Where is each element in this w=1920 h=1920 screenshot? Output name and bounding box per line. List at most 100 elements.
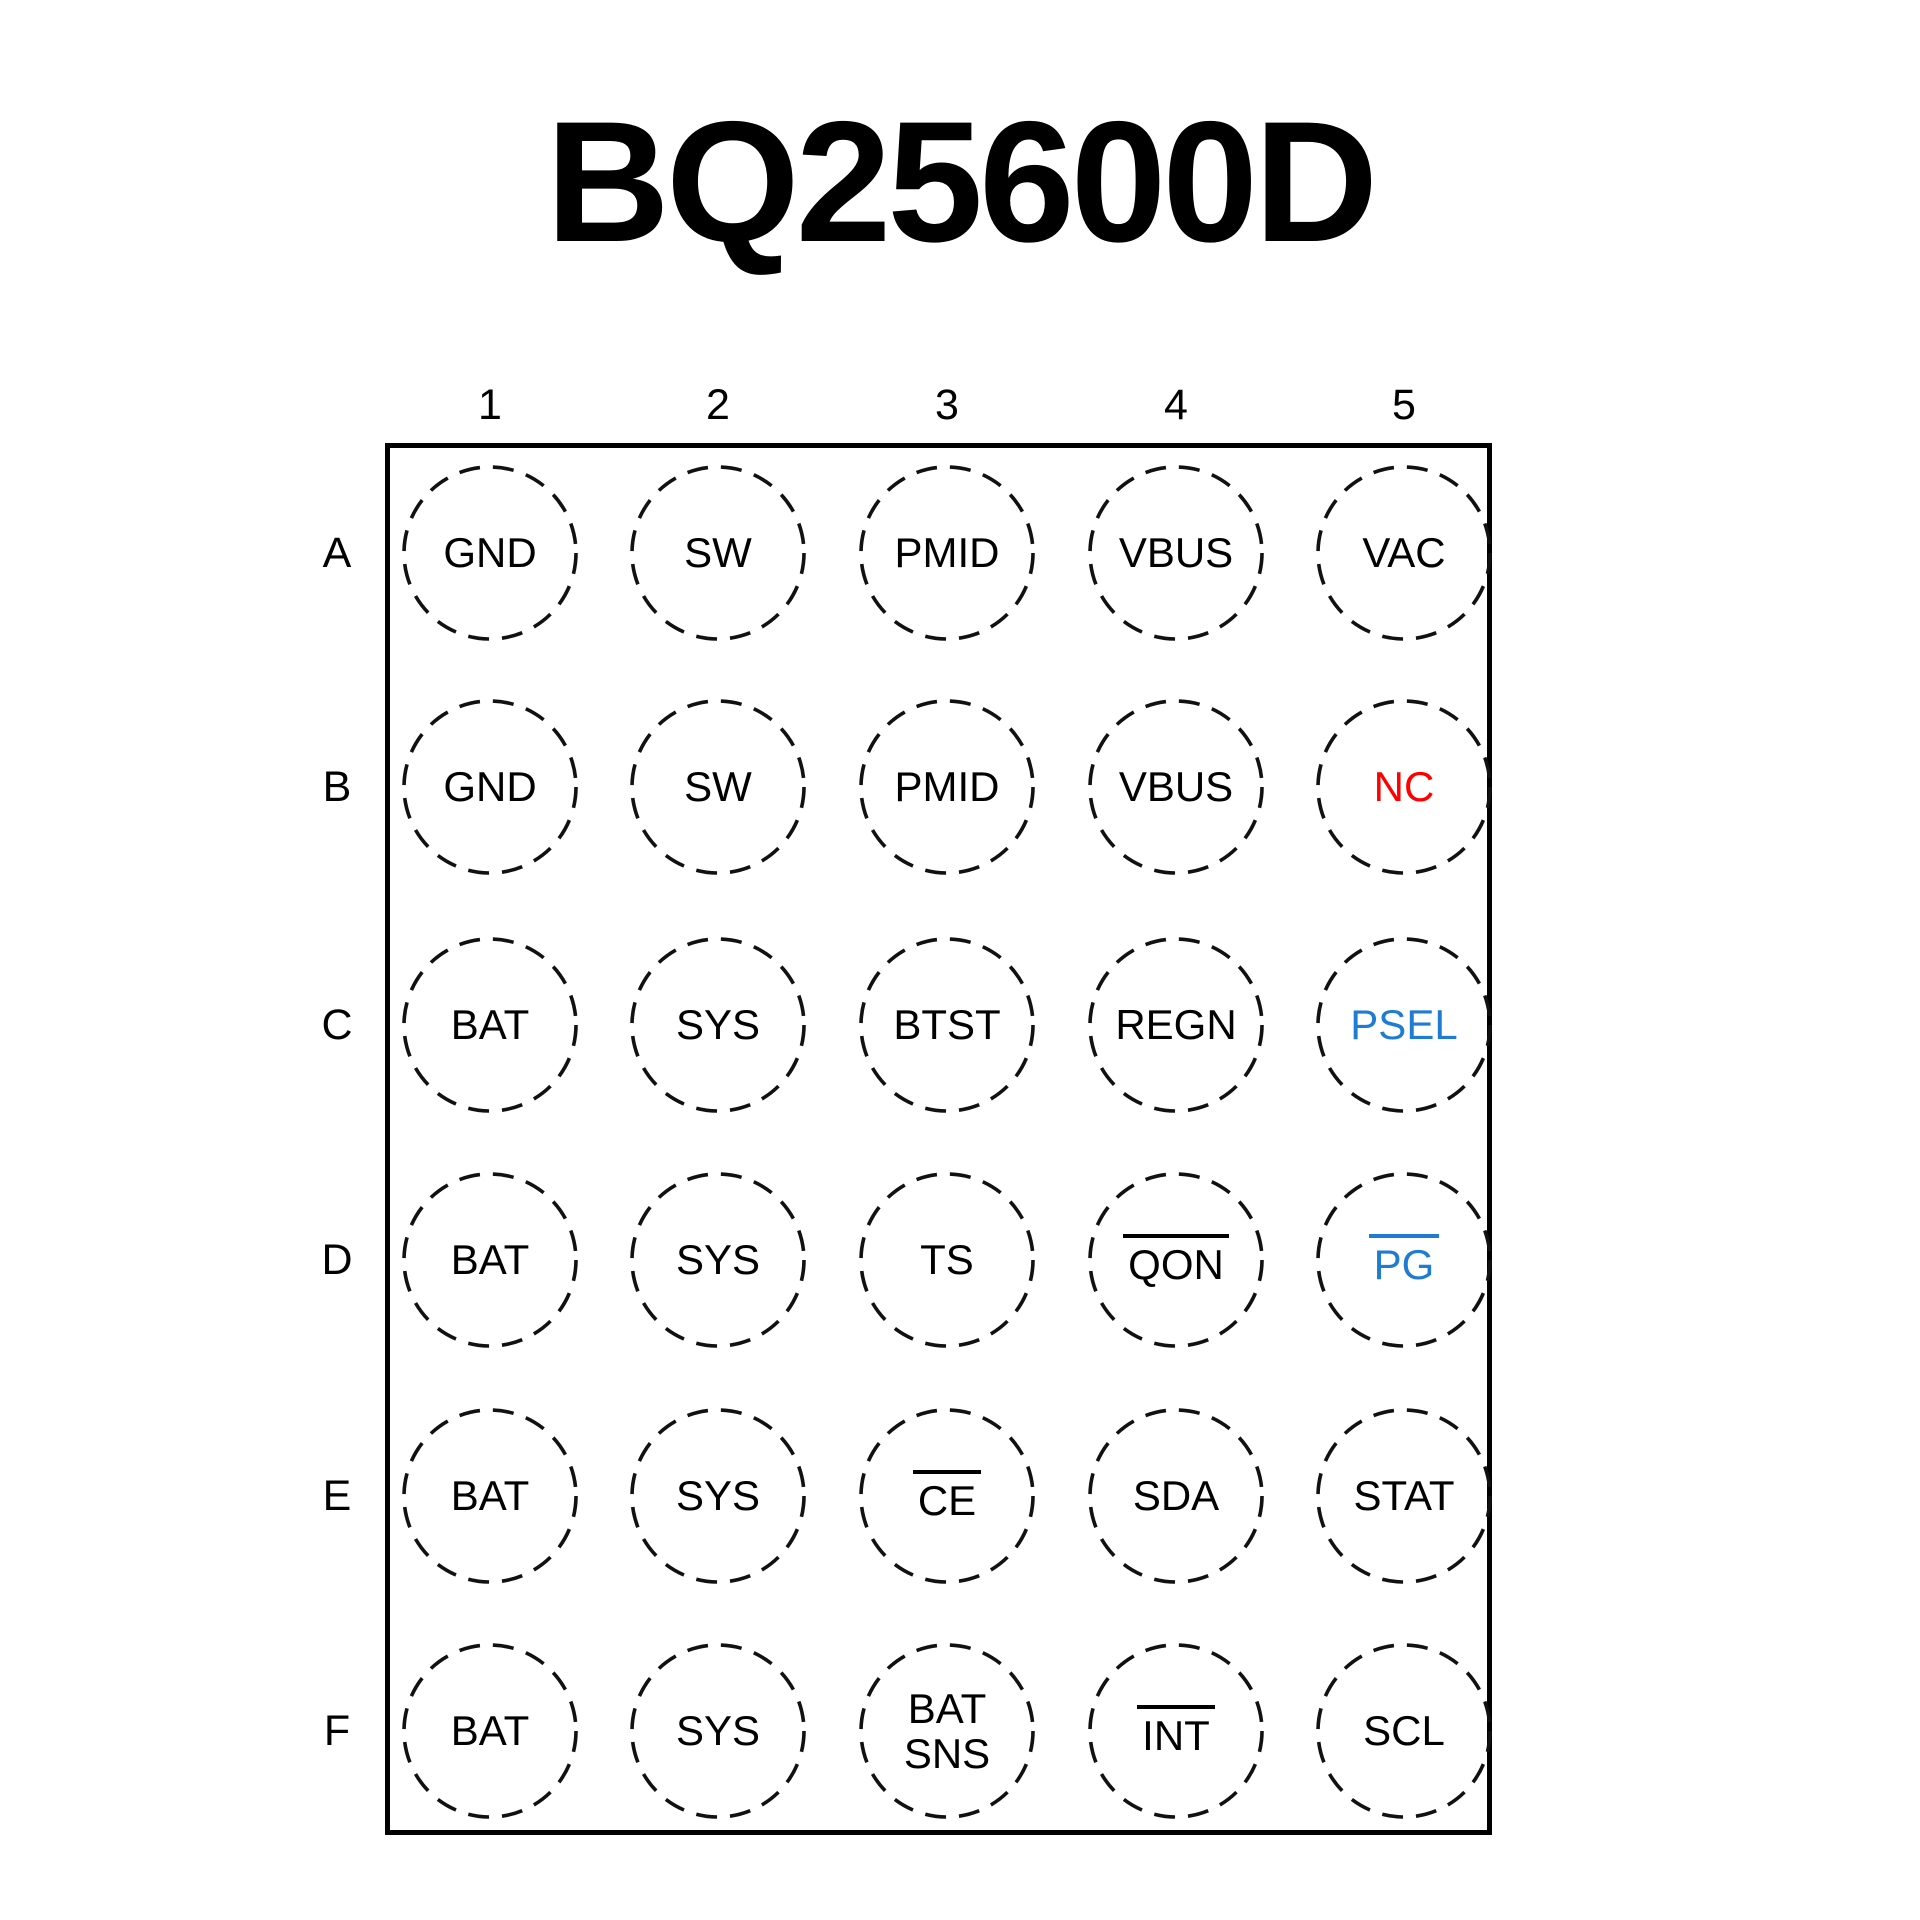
pin-label-text: SNS	[903, 1730, 991, 1777]
pin-circle-outline	[1088, 465, 1264, 641]
pin-ball-F2: SYS	[623, 1636, 813, 1826]
pin-label-F5: SCL	[1309, 1636, 1499, 1826]
pin-circle-outline	[1088, 699, 1264, 875]
pin-label-A1: GND	[395, 458, 585, 648]
pin-ball-C3: BTST	[852, 930, 1042, 1120]
pin-label-text: SYS	[675, 1001, 761, 1049]
pin-label-text: GND	[443, 763, 537, 811]
pin-label-C4: REGN	[1081, 930, 1271, 1120]
row-header-A: A	[322, 529, 352, 577]
pin-label-C1: BAT	[395, 930, 585, 1120]
pin-label-text: BAT	[907, 1684, 987, 1732]
pin-circle-outline	[859, 1643, 1035, 1819]
pin-label-D3: TS	[852, 1165, 1042, 1355]
pin-label-D2: SYS	[623, 1165, 813, 1355]
pin-label-text: VBUS	[1118, 763, 1234, 811]
pin-label-text: REGN	[1115, 1001, 1237, 1049]
pin-label-text: PG	[1368, 1234, 1440, 1286]
pin-circle-outline	[859, 937, 1035, 1113]
pin-label-text: TS	[920, 1236, 974, 1284]
pin-label-text: GND	[443, 529, 537, 577]
pin-circle-outline	[859, 465, 1035, 641]
pin-label-E2: SYS	[623, 1401, 813, 1591]
pin-label-text: SCL	[1363, 1707, 1445, 1755]
pin-ball-A1: GND	[395, 458, 585, 648]
column-header-1: 1	[478, 381, 502, 429]
pin-label-text: STAT	[1353, 1472, 1455, 1520]
pin-ball-C5: PSEL	[1309, 930, 1499, 1120]
pin-ball-B5: NC	[1309, 692, 1499, 882]
pin-ball-F5: SCL	[1309, 1636, 1499, 1826]
pin-circle-outline	[630, 1172, 806, 1348]
pin-label-B1: GND	[395, 692, 585, 882]
pin-ball-D2: SYS	[623, 1165, 813, 1355]
pin-label-text: PMID	[894, 529, 1000, 577]
pin-circle-outline	[402, 1172, 578, 1348]
pin-label-text: SYS	[675, 1472, 761, 1520]
pin-label-text: SYS	[675, 1707, 761, 1755]
pin-circle-outline	[1316, 1172, 1492, 1348]
pin-label-text: SYS	[675, 1236, 761, 1284]
pin-label-text: CE	[912, 1470, 982, 1522]
pin-ball-C2: SYS	[623, 930, 813, 1120]
pin-circle-outline	[402, 1408, 578, 1584]
row-header-B: B	[322, 763, 352, 811]
pin-ball-E3: CE	[852, 1401, 1042, 1591]
pin-ball-B1: GND	[395, 692, 585, 882]
row-header-C: C	[321, 1001, 353, 1049]
column-header-4: 4	[1164, 381, 1188, 429]
pin-label-E3: CE	[852, 1401, 1042, 1591]
pin-label-text: PMID	[894, 763, 1000, 811]
pin-ball-D5: PG	[1309, 1165, 1499, 1355]
pin-label-E5: STAT	[1309, 1401, 1499, 1591]
pin-label-text: SW	[684, 529, 752, 577]
column-header-2: 2	[706, 381, 730, 429]
pin-circle-outline	[1316, 1408, 1492, 1584]
pin-circle-outline	[402, 1643, 578, 1819]
pin-label-A2: SW	[623, 458, 813, 648]
pin-label-A3: PMID	[852, 458, 1042, 648]
pin-label-F2: SYS	[623, 1636, 813, 1826]
pin-ball-A3: PMID	[852, 458, 1042, 648]
pin-circle-outline	[1088, 1408, 1264, 1584]
pin-label-text: BAT	[450, 1236, 530, 1284]
pin-ball-A5: VAC	[1309, 458, 1499, 648]
pin-circle-outline	[630, 465, 806, 641]
pin-label-D5: PG	[1309, 1165, 1499, 1355]
pin-circle-outline	[1088, 1643, 1264, 1819]
pin-circle-outline	[630, 1643, 806, 1819]
pin-label-A4: VBUS	[1081, 458, 1271, 648]
pin-ball-D4: QON	[1081, 1165, 1271, 1355]
pin-label-E1: BAT	[395, 1401, 585, 1591]
pin-circle-outline	[402, 699, 578, 875]
pin-ball-D3: TS	[852, 1165, 1042, 1355]
pin-label-text: VAC	[1362, 529, 1446, 577]
pin-ball-E4: SDA	[1081, 1401, 1271, 1591]
pin-ball-C1: BAT	[395, 930, 585, 1120]
pin-label-C5: PSEL	[1309, 930, 1499, 1120]
pin-label-text: BAT	[450, 1001, 530, 1049]
pin-label-B3: PMID	[852, 692, 1042, 882]
pin-ball-B2: SW	[623, 692, 813, 882]
pin-circle-outline	[630, 699, 806, 875]
pin-circle-outline	[402, 465, 578, 641]
pin-ball-E1: BAT	[395, 1401, 585, 1591]
pin-label-text: QON	[1123, 1234, 1229, 1286]
pin-label-text: SW	[684, 763, 752, 811]
page-title: BQ25600D	[545, 86, 1379, 278]
pin-ball-B4: VBUS	[1081, 692, 1271, 882]
pin-label-text: NC	[1373, 763, 1435, 811]
pin-label-C2: SYS	[623, 930, 813, 1120]
pin-ball-A2: SW	[623, 458, 813, 648]
pin-circle-outline	[402, 937, 578, 1113]
pin-ball-F1: BAT	[395, 1636, 585, 1826]
pin-label-text: BTST	[893, 1001, 1001, 1049]
pin-ball-F3: BAT SNS	[852, 1636, 1042, 1826]
pin-circle-outline	[1088, 937, 1264, 1113]
pin-ball-B3: PMID	[852, 692, 1042, 882]
pin-label-F3: BAT SNS	[852, 1636, 1042, 1826]
column-header-5: 5	[1392, 381, 1416, 429]
pin-label-F4: INT	[1081, 1636, 1271, 1826]
pin-label-text: VBUS	[1118, 529, 1234, 577]
